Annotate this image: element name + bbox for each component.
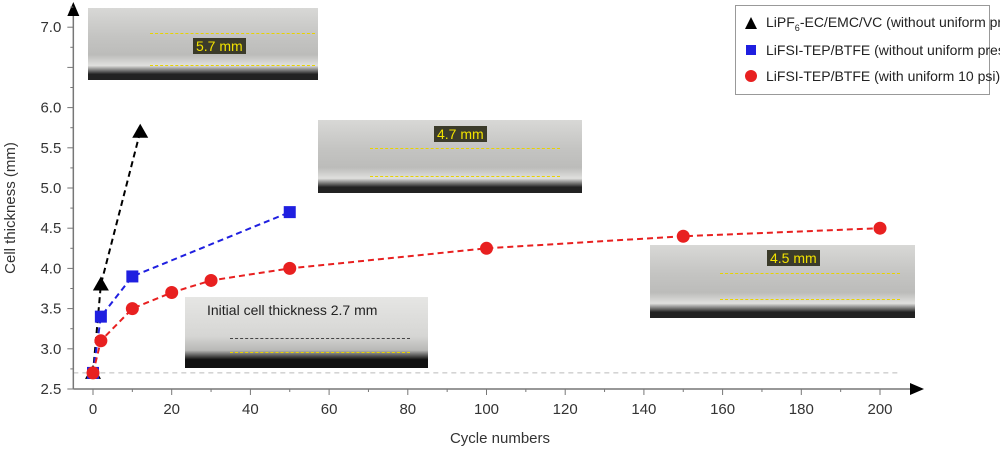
annotation-initial-thickness: Initial cell thickness 2.7 mm: [207, 302, 378, 318]
x-tick-label: 100: [474, 401, 499, 418]
x-tick-label: 120: [553, 401, 578, 418]
y-axis-arrow: [67, 2, 80, 16]
data-point-square: [126, 270, 139, 283]
x-tick-label: 0: [89, 401, 97, 418]
x-tick-label: 20: [163, 401, 180, 418]
y-tick-label: 5.0: [40, 180, 61, 197]
inset-photo-initial: [185, 297, 428, 368]
y-tick-label: 7.0: [40, 19, 61, 36]
data-point-circle: [283, 261, 297, 275]
x-tick-label: 40: [242, 401, 259, 418]
x-tick-label: 200: [867, 401, 892, 418]
series-line-1: [92, 211, 291, 374]
data-point-circle: [676, 229, 690, 243]
x-tick-label: 80: [399, 401, 416, 418]
y-tick-label: 2.5: [40, 381, 61, 398]
x-axis-label: Cycle numbers: [450, 430, 550, 447]
data-point-triangle: [132, 123, 149, 138]
x-tick-label: 160: [710, 401, 735, 418]
y-tick-label: 5.5: [40, 140, 61, 157]
data-point-circle: [94, 334, 108, 348]
legend-item-lifsi-10psi: LiFSI-TEP/BTFE (with uniform 10 psi): [744, 68, 1000, 84]
legend: LiPF6-EC/EMC/VC (without uniform pressur…: [735, 5, 1000, 95]
x-tick-label: 140: [631, 401, 656, 418]
y-tick-label: 4.0: [40, 260, 61, 277]
annotation-4-7mm: 4.7 mm: [434, 126, 487, 142]
series-line-0: [92, 131, 142, 374]
data-point-circle: [86, 366, 100, 380]
data-point-circle: [204, 273, 218, 287]
legend-item-lipf6: LiPF6-EC/EMC/VC (without uniform pressur…: [744, 14, 1000, 33]
y-tick-label: 3.5: [40, 301, 61, 318]
annotation-5-7mm: 5.7 mm: [193, 38, 246, 54]
x-tick-label: 180: [789, 401, 814, 418]
annotation-4-5mm: 4.5 mm: [767, 250, 820, 266]
data-point-circle: [873, 221, 887, 235]
data-point-square: [283, 206, 296, 219]
data-point-triangle: [92, 276, 109, 291]
y-tick-label: 6.0: [40, 100, 61, 117]
data-point-square: [94, 310, 107, 323]
y-tick-label: 3.0: [40, 341, 61, 358]
y-tick-label: 4.5: [40, 220, 61, 237]
data-point-circle: [165, 286, 179, 300]
x-axis-arrow: [910, 383, 924, 395]
legend-item-lifsi-no-pressure: LiFSI-TEP/BTFE (without uniform pressure…: [744, 42, 1000, 58]
data-point-circle: [480, 241, 493, 255]
data-point-circle: [125, 302, 139, 316]
x-tick-label: 60: [321, 401, 338, 418]
y-axis-label: Cell thickness (mm): [2, 142, 19, 274]
